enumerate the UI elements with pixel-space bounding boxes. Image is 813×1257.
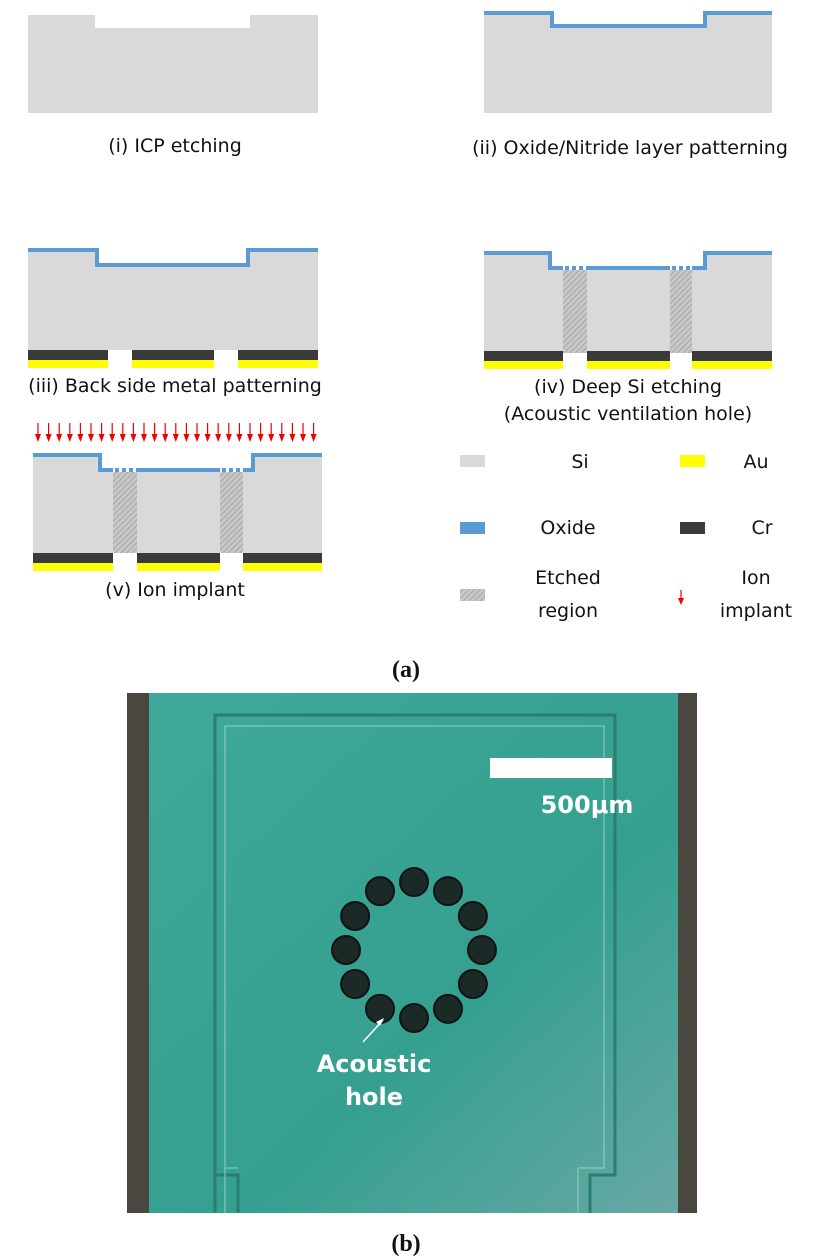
metal: [28, 350, 318, 368]
acoustic-hole: [468, 936, 496, 964]
ion-arrow-head: [56, 434, 62, 442]
ion-arrow-head: [226, 434, 232, 442]
ion-arrow-head: [120, 434, 126, 442]
ion-arrow-head: [215, 434, 221, 442]
etched-region: [670, 270, 692, 353]
scale-label: 500μm: [541, 791, 634, 819]
ion-arrow-head: [279, 434, 285, 442]
ion-arrow-head: [258, 434, 264, 442]
ion-arrow-head: [88, 434, 94, 442]
si-layer: [484, 15, 772, 113]
legend-swatch: [680, 455, 705, 467]
legend-swatch: [680, 522, 705, 534]
etched-region: [113, 472, 137, 553]
legend-label: implant: [720, 600, 792, 622]
annotation: hole: [345, 1083, 403, 1111]
panel-label: (b): [391, 1231, 420, 1257]
etched-region: [220, 472, 243, 553]
ion-arrow-head: [152, 434, 158, 442]
ion-arrow-head: [35, 434, 41, 442]
legend-label: Ion: [741, 567, 770, 589]
ion-arrow-head: [46, 434, 52, 442]
metal: [484, 351, 772, 369]
scale-bar: [490, 758, 612, 778]
legend-swatch: [678, 590, 684, 605]
micrograph: [127, 693, 697, 1213]
ion-arrow-head: [162, 434, 168, 442]
acoustic-hole: [434, 995, 462, 1023]
si-layer: [28, 15, 318, 113]
ion-arrow-head: [205, 434, 211, 442]
ion-arrow-head: [77, 434, 83, 442]
acoustic-hole: [332, 936, 360, 964]
ion-arrow-head: [141, 434, 147, 442]
step-label: (v) Ion implant: [105, 579, 245, 601]
legend-label: Etched: [535, 567, 601, 589]
etched-region: [563, 270, 587, 353]
ion-arrow-head: [99, 434, 105, 442]
ion-arrow-head: [109, 434, 115, 442]
ion-arrow-head: [311, 434, 317, 442]
ion-arrow-head: [173, 434, 179, 442]
legend-label: region: [538, 600, 598, 622]
step-label: (iii) Back side metal patterning: [28, 375, 322, 397]
acoustic-hole: [341, 902, 369, 930]
acoustic-hole: [400, 868, 428, 896]
ion-arrow-head: [183, 434, 189, 442]
ion-arrow-head: [247, 434, 253, 442]
panel-label: (a): [392, 657, 420, 683]
ion-arrow-head: [300, 434, 306, 442]
step-label: (iv) Deep Si etching: [534, 376, 722, 398]
annotation: Acoustic: [317, 1050, 432, 1078]
acoustic-hole: [434, 877, 462, 905]
ion-arrow-head: [130, 434, 136, 442]
legend-label: Oxide: [540, 517, 595, 539]
acoustic-hole: [366, 995, 394, 1023]
step-label: (Acoustic ventilation hole): [504, 403, 752, 425]
step-label: (i) ICP etching: [108, 135, 242, 157]
ion-arrows: [35, 423, 317, 442]
figure: (i) ICP etching (ii) Oxide/Nitride layer…: [0, 0, 813, 1257]
legend-label: Cr: [751, 517, 772, 539]
acoustic-hole: [366, 877, 394, 905]
acoustic-hole: [459, 970, 487, 998]
ion-arrow-head: [194, 434, 200, 442]
acoustic-hole: [459, 902, 487, 930]
legend-label: Si: [571, 451, 588, 473]
acoustic-hole: [400, 1004, 428, 1032]
ion-arrow-head: [289, 434, 295, 442]
acoustic-hole: [341, 970, 369, 998]
ion-arrow-head: [67, 434, 73, 442]
legend-swatch: [460, 455, 485, 467]
ion-arrow-head: [236, 434, 242, 442]
ion-arrow-head: [268, 434, 274, 442]
legend-swatch: [460, 589, 485, 601]
metal: [33, 553, 322, 571]
legend-label: Au: [743, 451, 768, 473]
legend-swatch: [460, 522, 485, 534]
step-label: (ii) Oxide/Nitride layer patterning: [472, 137, 788, 159]
